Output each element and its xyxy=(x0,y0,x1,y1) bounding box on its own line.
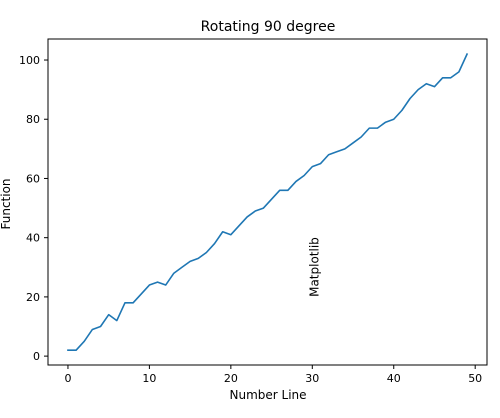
series-line xyxy=(67,53,469,352)
x-tick-label: 10 xyxy=(142,372,156,385)
x-tick-label: 0 xyxy=(64,372,71,385)
x-tick-label: 20 xyxy=(224,372,238,385)
y-tick-label: 80 xyxy=(26,113,40,126)
chart-title: Rotating 90 degree xyxy=(201,19,336,35)
axes-frame xyxy=(47,38,488,366)
x-tick-label: 40 xyxy=(387,372,401,385)
y-tick-label: 20 xyxy=(26,291,40,304)
x-tick-label: 50 xyxy=(468,372,482,385)
y-axis-label: Function xyxy=(0,178,13,229)
y-tick-label: 100 xyxy=(19,54,40,67)
y-tick-label: 60 xyxy=(26,172,40,185)
plot-area xyxy=(67,53,469,352)
y-tick-label: 0 xyxy=(33,350,40,363)
chart-annotation: Matplotlib xyxy=(307,237,321,297)
axes: 0 10 20 30 40 50 0 20 40 60 80 100 xyxy=(19,38,488,385)
x-tick-label: 30 xyxy=(305,372,319,385)
y-tick-label: 40 xyxy=(26,232,40,245)
x-axis-label: Number Line xyxy=(229,388,306,402)
